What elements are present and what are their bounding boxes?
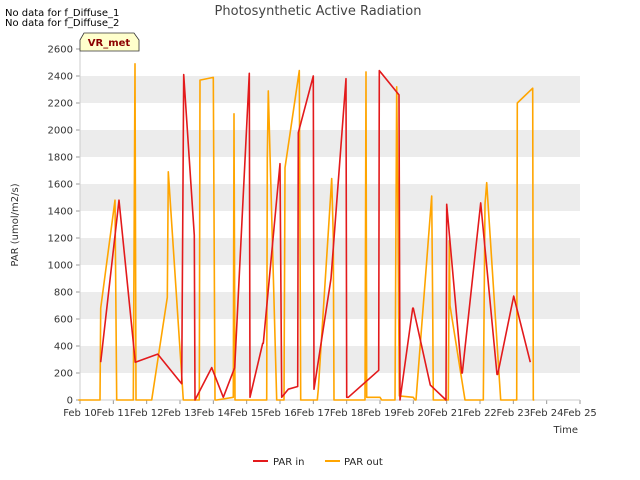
grid-band (80, 76, 580, 103)
legend-par-in-label: PAR in (273, 457, 304, 468)
no-data-note-2: No data for f_Diffuse_2 (5, 18, 120, 29)
y-tick-label: 1800 (48, 153, 73, 164)
x-tick-label: Feb 19 (363, 408, 397, 419)
badge-label: VR_met (88, 38, 131, 49)
grid-bands (80, 49, 580, 400)
x-tick-label: Feb 24 (530, 408, 564, 419)
x-axis-label: Time (553, 425, 578, 436)
grid-band (80, 346, 580, 373)
grid-band (80, 373, 580, 400)
grid-band (80, 103, 580, 130)
x-tick-label: Feb 23 (497, 408, 531, 419)
chart-title: Photosynthetic Active Radiation (215, 4, 422, 19)
grid-band (80, 292, 580, 319)
x-tick-label: Feb 11 (97, 408, 131, 419)
grid-band (80, 157, 580, 184)
y-axis-label: PAR (umol/m2/s) (10, 183, 21, 266)
x-tick-label: Feb 12 (130, 408, 164, 419)
x-tick-label: Feb 21 (430, 408, 464, 419)
x-tick-label: Feb 15 (230, 408, 264, 419)
site-badge: VR_met (79, 32, 140, 52)
grid-band (80, 238, 580, 265)
x-tick-label: Feb 13 (163, 408, 197, 419)
y-tick-label: 1400 (48, 207, 73, 218)
x-tick-label: Feb 10 (63, 408, 97, 419)
y-tick-label: 2600 (48, 45, 73, 56)
no-data-note-1: No data for f_Diffuse_1 (5, 8, 120, 19)
y-tick-label: 800 (54, 288, 73, 299)
series-lines (78, 62, 535, 401)
y-tick-label: 600 (54, 315, 73, 326)
x-tick-label: Feb 14 (197, 408, 231, 419)
y-tick-label: 1000 (48, 261, 73, 272)
y-tick-label: 200 (54, 369, 73, 380)
y-tick-label: 1200 (48, 234, 73, 245)
x-tick-label: Feb 25 (563, 408, 597, 419)
y-tick-label: 2200 (48, 99, 73, 110)
y-tick-label: 1600 (48, 180, 73, 191)
x-tick-label: Feb 20 (397, 408, 431, 419)
x-tick-label: Feb 18 (330, 408, 364, 419)
legend[interactable]: PAR in PAR out (253, 457, 383, 468)
y-tick-label: 2400 (48, 72, 73, 83)
x-tick-label: Feb 17 (297, 408, 331, 419)
y-tick-label: 2000 (48, 126, 73, 137)
legend-par-out-label: PAR out (344, 457, 383, 468)
y-tick-label: 0 (67, 396, 73, 407)
badge-background (79, 32, 140, 52)
x-axis: Feb 10 Feb 11 Feb 12 Feb 13 Feb 14 Feb 15 Feb … (63, 400, 597, 419)
y-tick-label: 400 (54, 342, 73, 353)
series-par-out-line (78, 62, 535, 401)
y-axis: 0 200 400 600 800 1000 1200 1400 1600 1800 2000 220… (48, 45, 80, 407)
x-tick-label: Feb 22 (463, 408, 497, 419)
grid-band (80, 130, 580, 157)
grid-band (80, 49, 580, 76)
series-par-in-line (99, 69, 532, 401)
x-tick-label: Feb 16 (263, 408, 297, 419)
